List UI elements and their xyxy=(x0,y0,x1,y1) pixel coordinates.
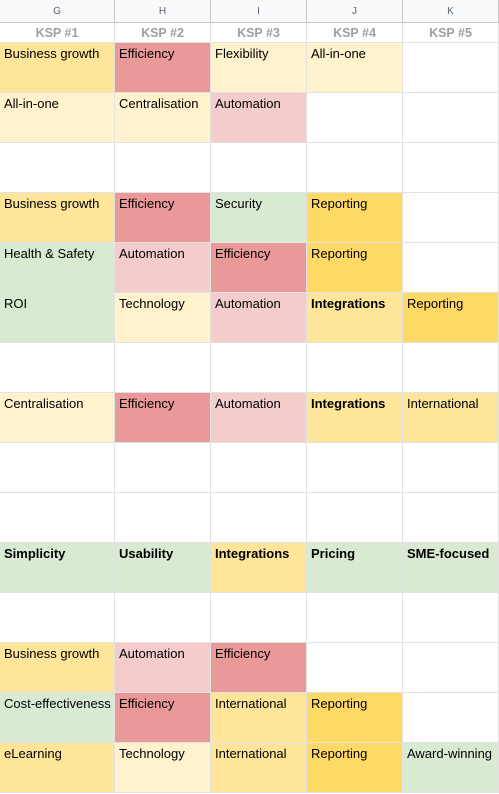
grid-cell[interactable] xyxy=(403,643,499,693)
ksp-header-cell[interactable]: KSP #1 xyxy=(0,23,115,43)
grid-cell[interactable] xyxy=(403,593,499,643)
grid-cell[interactable] xyxy=(211,443,307,493)
grid-cell[interactable] xyxy=(403,93,499,143)
grid-cell[interactable]: eLearning xyxy=(0,743,115,793)
grid-cell[interactable] xyxy=(211,143,307,193)
grid-cell[interactable]: Integrations xyxy=(211,543,307,593)
grid-cell[interactable]: Reporting xyxy=(307,743,403,793)
grid-cell[interactable]: Efficiency xyxy=(211,243,307,293)
grid-cell[interactable] xyxy=(115,593,211,643)
grid-cell[interactable] xyxy=(307,143,403,193)
grid-cell[interactable]: Integrations xyxy=(307,293,403,343)
grid-cell[interactable] xyxy=(307,343,403,393)
grid-cell[interactable]: Centralisation xyxy=(115,93,211,143)
grid-cell[interactable]: Automation xyxy=(115,243,211,293)
grid-cell[interactable] xyxy=(403,693,499,743)
grid-cell[interactable]: Reporting xyxy=(307,193,403,243)
grid-cell[interactable]: Automation xyxy=(211,293,307,343)
grid-cell[interactable] xyxy=(403,143,499,193)
grid-cell[interactable]: Award-winning xyxy=(403,743,499,793)
grid-cell[interactable] xyxy=(0,493,115,543)
grid-cell[interactable]: Automation xyxy=(211,93,307,143)
grid-cell[interactable] xyxy=(307,93,403,143)
grid-cell[interactable] xyxy=(211,593,307,643)
grid-cell[interactable]: Cost-effectiveness xyxy=(0,693,115,743)
grid-cell[interactable]: International xyxy=(211,693,307,743)
grid-cell[interactable] xyxy=(403,443,499,493)
grid-cell[interactable]: Business growth xyxy=(0,43,115,93)
grid-cell[interactable] xyxy=(0,443,115,493)
column-header-h[interactable]: H xyxy=(115,0,211,23)
grid-cell[interactable]: Centralisation xyxy=(0,393,115,443)
ksp-header-cell[interactable]: KSP #3 xyxy=(211,23,307,43)
grid-cell[interactable] xyxy=(307,443,403,493)
grid-cell[interactable]: Usability xyxy=(115,543,211,593)
column-header-i[interactable]: I xyxy=(211,0,307,23)
column-header-g[interactable]: G xyxy=(0,0,115,23)
grid-cell[interactable] xyxy=(211,493,307,543)
column-header-j[interactable]: J xyxy=(307,0,403,23)
grid-cell[interactable] xyxy=(307,493,403,543)
grid-cell[interactable] xyxy=(403,243,499,293)
grid-cell[interactable]: International xyxy=(403,393,499,443)
grid-cell[interactable]: All-in-one xyxy=(0,93,115,143)
grid-cell[interactable] xyxy=(115,443,211,493)
grid-cell[interactable] xyxy=(307,593,403,643)
grid-cell[interactable]: Health & Safety xyxy=(0,243,115,293)
grid-cell[interactable]: All-in-one xyxy=(307,43,403,93)
grid-cell[interactable] xyxy=(0,143,115,193)
grid-cell[interactable]: SME-focused xyxy=(403,543,499,593)
grid-cell[interactable] xyxy=(115,493,211,543)
grid-cell[interactable] xyxy=(0,343,115,393)
grid-cell[interactable]: Reporting xyxy=(307,243,403,293)
grid-cell[interactable]: ROI xyxy=(0,293,115,343)
grid-cell[interactable] xyxy=(307,643,403,693)
grid-cell[interactable] xyxy=(0,593,115,643)
grid-cell[interactable]: Business growth xyxy=(0,643,115,693)
grid-cell[interactable]: Integrations xyxy=(307,393,403,443)
grid-cell[interactable]: Technology xyxy=(115,293,211,343)
grid-cell[interactable] xyxy=(403,493,499,543)
grid-cell[interactable]: Efficiency xyxy=(115,693,211,743)
grid-cell[interactable]: Simplicity xyxy=(0,543,115,593)
grid-cell[interactable] xyxy=(403,343,499,393)
ksp-header-cell[interactable]: KSP #2 xyxy=(115,23,211,43)
grid-cell[interactable]: Technology xyxy=(115,743,211,793)
ksp-header-cell[interactable]: KSP #4 xyxy=(307,23,403,43)
grid-cell[interactable]: Pricing xyxy=(307,543,403,593)
column-header-k[interactable]: K xyxy=(403,0,499,23)
grid-cell[interactable]: Efficiency xyxy=(115,43,211,93)
grid-cell[interactable]: Automation xyxy=(115,643,211,693)
grid-cell[interactable] xyxy=(115,343,211,393)
grid-cell[interactable]: Automation xyxy=(211,393,307,443)
grid-cell[interactable]: Business growth xyxy=(0,193,115,243)
grid-cell[interactable]: Reporting xyxy=(403,293,499,343)
grid-cell[interactable]: Reporting xyxy=(307,693,403,743)
ksp-header-cell[interactable]: KSP #5 xyxy=(403,23,499,43)
grid-cell[interactable]: Efficiency xyxy=(115,193,211,243)
grid-cell[interactable]: International xyxy=(211,743,307,793)
grid-cell[interactable]: Security xyxy=(211,193,307,243)
grid-cell[interactable] xyxy=(115,143,211,193)
grid-cell[interactable] xyxy=(403,43,499,93)
grid-cell[interactable] xyxy=(403,193,499,243)
grid-cell[interactable]: Efficiency xyxy=(115,393,211,443)
grid-cell[interactable]: Efficiency xyxy=(211,643,307,693)
grid-cell[interactable]: Flexibility xyxy=(211,43,307,93)
grid-cell[interactable] xyxy=(211,343,307,393)
